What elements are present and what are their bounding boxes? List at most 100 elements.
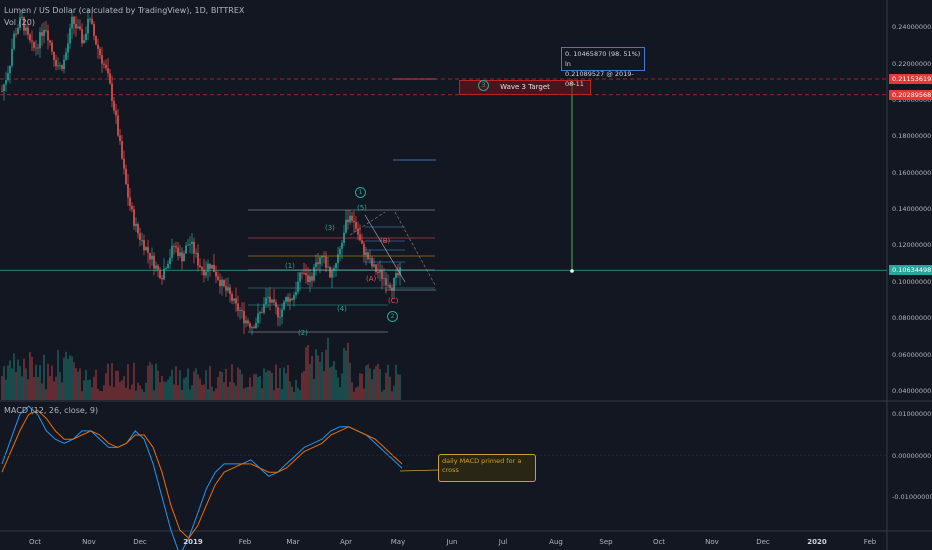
candle-body bbox=[31, 40, 33, 42]
volume-bar bbox=[179, 370, 181, 400]
candle-body bbox=[41, 32, 43, 36]
price-tick-label: 0.22000000 bbox=[892, 59, 932, 68]
volume-bar bbox=[135, 390, 137, 400]
time-tick-label: Feb bbox=[863, 538, 877, 546]
volume-bar bbox=[207, 389, 209, 400]
candle-body bbox=[85, 33, 87, 41]
volume-bar bbox=[15, 371, 17, 400]
candle-body bbox=[375, 264, 377, 273]
candle-body bbox=[293, 295, 295, 300]
candle-body bbox=[189, 243, 191, 245]
volume-bar bbox=[11, 368, 13, 400]
candle-body bbox=[51, 42, 53, 52]
candle-body bbox=[155, 265, 157, 269]
volume-bar bbox=[361, 373, 363, 400]
macd-line bbox=[1, 405, 403, 550]
candle-body bbox=[139, 233, 141, 241]
volume-bar bbox=[367, 364, 369, 400]
time-tick-label: Sep bbox=[599, 538, 613, 546]
candle-body bbox=[231, 293, 233, 301]
volume-bar bbox=[233, 382, 235, 400]
candle-body bbox=[191, 241, 193, 244]
volume-title: Vol (20) bbox=[4, 18, 35, 27]
volume-bar bbox=[95, 369, 97, 400]
candle-body bbox=[349, 215, 351, 223]
candle-body bbox=[127, 184, 129, 198]
volume-bar bbox=[249, 377, 251, 400]
candle-body bbox=[265, 297, 267, 305]
candle-body bbox=[135, 223, 137, 227]
candle-body bbox=[261, 312, 263, 314]
candle-body bbox=[167, 263, 169, 268]
volume-bar bbox=[239, 369, 241, 400]
candle-body bbox=[213, 264, 215, 272]
volume-bar bbox=[293, 391, 295, 400]
volume-bar bbox=[1, 375, 3, 400]
callout-pointer bbox=[399, 469, 439, 472]
volume-bar bbox=[363, 388, 365, 400]
volume-bar bbox=[33, 376, 35, 400]
volume-bar bbox=[161, 376, 163, 400]
candle-body bbox=[381, 270, 383, 279]
volume-bar bbox=[153, 390, 155, 400]
candle-body bbox=[137, 223, 139, 234]
volume-bar bbox=[79, 368, 81, 400]
volume-bar bbox=[91, 387, 93, 400]
volume-bar bbox=[353, 391, 355, 400]
candle-body bbox=[65, 52, 67, 60]
candle-body bbox=[197, 252, 199, 266]
volume-bar bbox=[231, 364, 233, 400]
candle-body bbox=[53, 51, 55, 60]
candle-body bbox=[183, 253, 185, 262]
volume-bar bbox=[197, 374, 199, 400]
candle-body bbox=[295, 291, 297, 296]
macd-callout[interactable]: daily MACD primed for a cross bbox=[438, 454, 536, 482]
volume-bar bbox=[289, 381, 291, 400]
volume-bar bbox=[385, 372, 387, 400]
candle-body bbox=[177, 247, 179, 256]
candle-body bbox=[93, 23, 95, 36]
volume-bar bbox=[253, 374, 255, 400]
wave-3-target-box[interactable]: 3 Wave 3 Target bbox=[459, 80, 591, 95]
volume-bar bbox=[387, 364, 389, 400]
volume-bar bbox=[121, 380, 123, 400]
volume-bar bbox=[141, 389, 143, 400]
candle-body bbox=[87, 18, 89, 34]
volume-bar bbox=[373, 369, 375, 400]
candle-body bbox=[83, 40, 85, 44]
volume-bar bbox=[67, 358, 69, 400]
candle-body bbox=[163, 268, 165, 280]
volume-bar bbox=[391, 391, 393, 400]
volume-bar bbox=[31, 356, 33, 400]
volume-bar bbox=[333, 361, 335, 400]
macd-title: MACD (12, 26, close, 9) bbox=[4, 406, 99, 415]
candle-body bbox=[117, 115, 119, 136]
wave-label: 1 bbox=[355, 187, 366, 198]
candle-body bbox=[119, 135, 121, 142]
candle-body bbox=[141, 239, 143, 241]
volume-bar bbox=[77, 371, 79, 400]
macd-tick-label: 0.01000000 bbox=[892, 410, 932, 419]
volume-bar bbox=[119, 381, 121, 400]
candle-body bbox=[169, 257, 171, 264]
time-tick-label: Jul bbox=[498, 538, 508, 546]
candle-body bbox=[25, 27, 27, 31]
candle-body bbox=[5, 80, 7, 85]
volume-bar bbox=[375, 366, 377, 400]
volume-bar bbox=[285, 373, 287, 400]
candle-body bbox=[297, 281, 299, 292]
volume-bar bbox=[175, 366, 177, 400]
candle-body bbox=[247, 320, 249, 324]
candle-body bbox=[107, 68, 109, 74]
candle-body bbox=[49, 40, 51, 43]
volume-bar bbox=[173, 384, 175, 400]
volume-bar bbox=[213, 391, 215, 400]
candle-body bbox=[259, 312, 261, 314]
time-tick-label: Dec bbox=[756, 538, 770, 546]
measure-box[interactable]: 0. 10465870 (98. 51%) ln 0.21089527 @ 20… bbox=[561, 47, 645, 88]
volume-bar bbox=[241, 374, 243, 400]
volume-bar bbox=[35, 364, 37, 400]
volume-bar bbox=[169, 376, 171, 400]
candle-body bbox=[63, 59, 65, 70]
